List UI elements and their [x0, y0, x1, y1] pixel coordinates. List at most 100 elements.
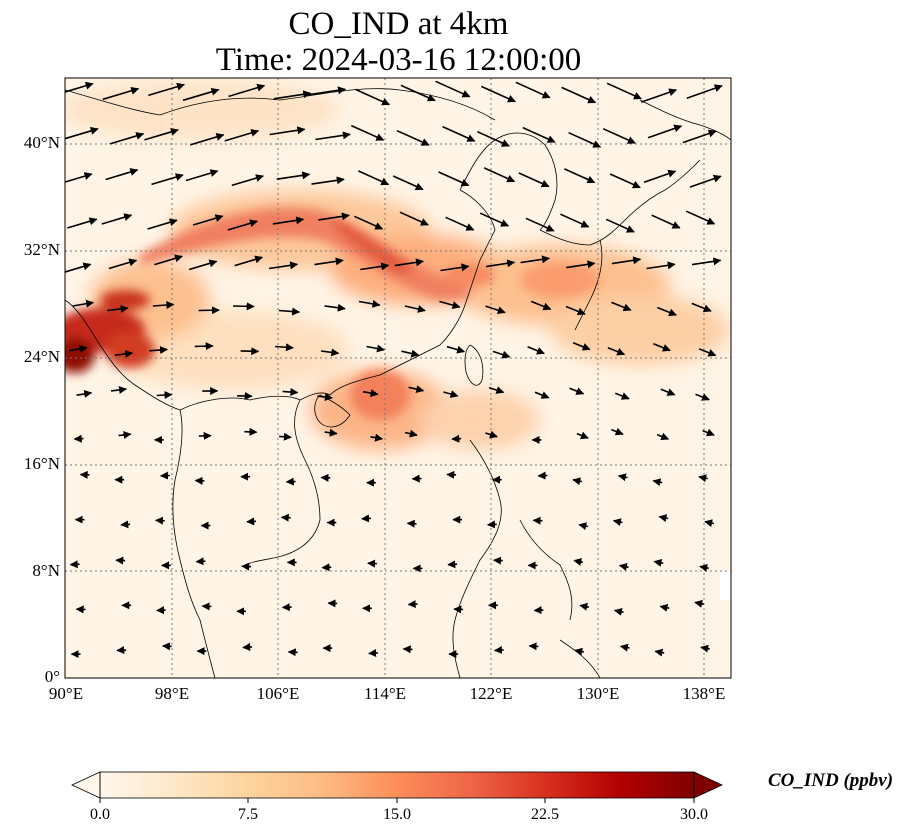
wind-arrow — [311, 176, 345, 185]
wind-arrow — [279, 432, 292, 441]
wind-arrow — [619, 643, 630, 652]
wind-vectors — [65, 80, 723, 659]
wind-arrow — [192, 214, 224, 226]
wind-arrow — [318, 212, 350, 221]
wind-arrow — [653, 559, 664, 567]
wind-arrow — [576, 431, 589, 440]
wind-arrow — [659, 603, 670, 612]
wind-arrow — [640, 88, 678, 103]
wind-arrow — [564, 168, 596, 184]
wind-arrow — [120, 520, 131, 529]
wind-arrow — [240, 347, 260, 356]
wind-arrow — [605, 218, 635, 233]
wind-arrow — [234, 255, 264, 267]
wind-arrow — [227, 219, 258, 231]
map-frame — [64, 77, 732, 679]
wind-arrow — [194, 342, 214, 351]
wind-arrow — [480, 85, 516, 103]
wind-arrow — [522, 126, 556, 143]
wind-arrow — [102, 86, 140, 101]
lat-tick-label: 40°N — [23, 133, 60, 152]
wind-arrow — [613, 607, 624, 616]
wind-arrow — [275, 343, 294, 352]
wind-arrow — [572, 477, 583, 486]
lat-tick-label: 32°N — [23, 240, 60, 259]
wind-arrow — [611, 256, 642, 265]
wind-arrow — [657, 306, 677, 317]
wind-arrow — [272, 216, 305, 225]
wind-arrow — [494, 646, 504, 654]
wind-arrow — [574, 647, 585, 656]
wind-arrow — [69, 344, 88, 353]
wind-arrow — [144, 128, 179, 141]
lon-tick-label: 122°E — [469, 684, 513, 703]
wind-arrow — [485, 430, 498, 439]
wind-arrow — [242, 643, 253, 651]
wind-arrow — [276, 171, 311, 180]
wind-arrow — [646, 261, 676, 270]
wind-arrow — [698, 474, 708, 483]
wind-arrow — [534, 391, 550, 399]
lat-tick-label: 24°N — [23, 347, 60, 366]
wind-arrow — [406, 519, 417, 528]
wind-arrow — [651, 214, 681, 229]
wind-arrow — [445, 216, 475, 231]
wind-arrow — [308, 86, 346, 96]
wind-arrow — [602, 127, 636, 144]
wind-arrow — [76, 390, 93, 398]
wind-arrow — [565, 305, 586, 316]
wind-arrow — [402, 645, 413, 654]
wind-arrow — [492, 350, 511, 359]
wind-arrow — [572, 342, 591, 351]
wind-arrow — [394, 258, 424, 267]
wind-arrow — [685, 210, 716, 225]
wind-arrow — [617, 473, 628, 482]
wind-arrow — [324, 428, 338, 437]
wind-arrow — [488, 386, 505, 394]
wind-arrow — [440, 263, 470, 272]
concentration-field — [65, 78, 731, 678]
wind-arrow — [69, 560, 80, 569]
wind-arrow — [442, 125, 476, 142]
wind-arrow — [108, 258, 138, 270]
colorbar-tick-label: 22.5 — [531, 806, 559, 823]
wind-arrow — [656, 432, 670, 441]
wind-arrow — [195, 557, 206, 566]
wind-arrow — [658, 514, 669, 523]
wind-arrow — [520, 255, 550, 264]
wind-arrow — [435, 80, 471, 98]
wind-arrow — [561, 86, 597, 104]
wind-arrow — [152, 301, 175, 310]
wind-arrow — [392, 175, 424, 191]
wind-arrow — [653, 343, 671, 352]
wind-arrow — [698, 348, 717, 357]
wind-arrow — [314, 257, 344, 266]
wind-arrow — [101, 213, 133, 225]
wind-arrow — [358, 299, 381, 308]
wind-arrow — [360, 262, 390, 271]
wind-arrow — [615, 392, 630, 400]
lon-tick-label: 106°E — [256, 684, 300, 703]
wind-arrow — [65, 81, 94, 93]
map-subtitle-time: Time: 2024-03-16 12:00:00 — [215, 42, 582, 78]
wind-arrow — [532, 516, 543, 525]
wind-arrow — [147, 218, 178, 230]
wind-arrow — [269, 126, 306, 136]
wind-arrow — [241, 562, 252, 571]
wind-arrow — [485, 259, 516, 268]
wind-arrow — [396, 129, 430, 146]
wind-arrow — [273, 90, 312, 100]
lon-tick-label: 98°E — [154, 684, 190, 703]
colorbar-tick-label: 7.5 — [238, 806, 258, 823]
wind-arrow — [699, 564, 709, 572]
wind-arrow — [691, 302, 712, 313]
wind-arrow — [182, 87, 220, 102]
wind-arrow — [65, 127, 99, 140]
wind-arrow — [694, 599, 704, 608]
wind-arrow — [189, 133, 225, 146]
colorbar-tick-label: 0.0 — [90, 806, 110, 823]
wind-arrow — [355, 88, 391, 106]
wind-arrow — [487, 520, 497, 529]
wind-arrow — [476, 130, 510, 147]
wind-arrow — [438, 171, 470, 187]
